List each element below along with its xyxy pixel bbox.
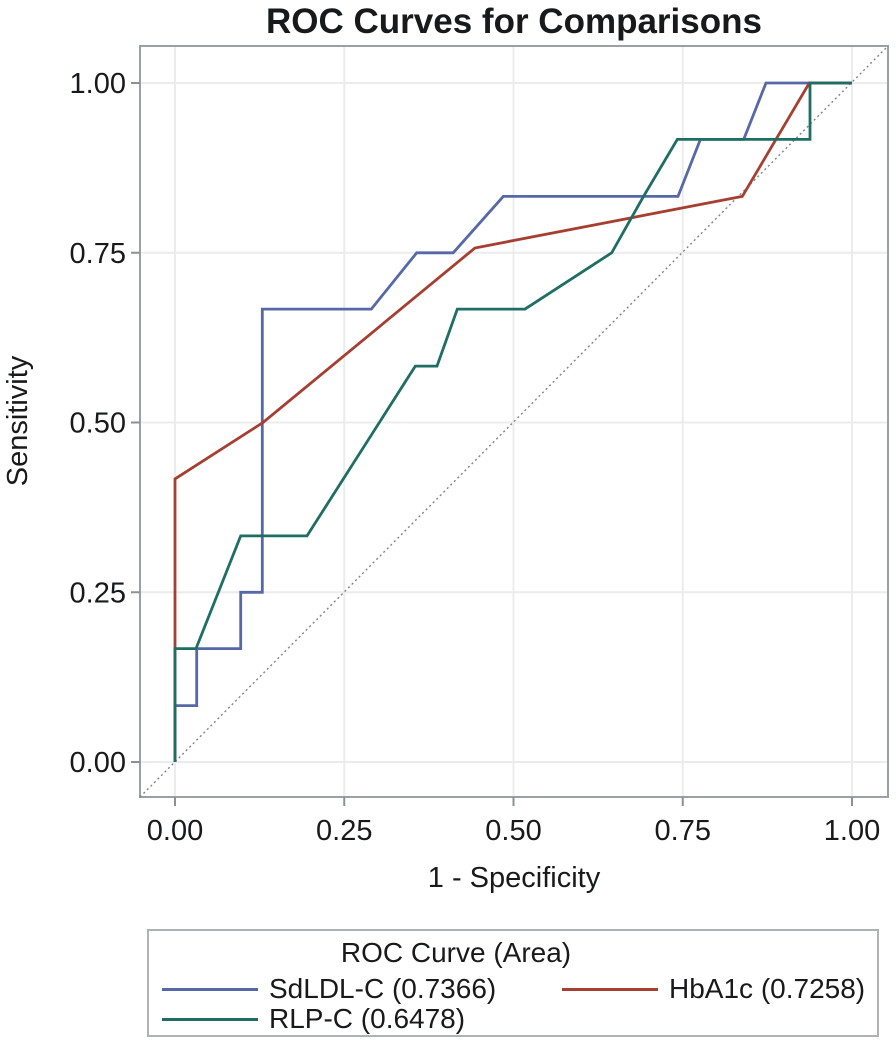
x-tick-label: 0.25 [316,815,372,847]
legend-title: ROC Curve (Area) [340,937,572,968]
legend-line-sample [162,987,258,991]
legend-entry-hba1c: HbA1c (0.7258) [562,974,865,1004]
legend-entry-sdldl-c: SdLDL-C (0.7366) [162,974,496,1004]
y-tick-label: 0.00 [70,747,126,779]
x-tick-label: 0.75 [655,815,711,847]
y-axis-label: Sensitivity [2,355,34,486]
roc-curve-rlp-c [173,81,852,762]
x-tick-label: 0.00 [147,815,203,847]
legend: ROC Curve (Area) SdLDL-C (0.7366) HbA1c … [147,929,879,1037]
legend-entry-label: RLP-C (0.6478) [269,1003,466,1034]
y-tick-label: 0.50 [70,408,126,440]
legend-entry-label: HbA1c (0.7258) [669,973,866,1004]
chart-title: ROC Curves for Comparisons [266,2,762,41]
y-tick-label: 0.75 [70,238,126,270]
legend-line-sample [562,987,658,991]
x-tick-label: 1.00 [824,815,880,847]
y-tick-label: 0.25 [70,577,126,609]
reference-diagonal [139,45,889,798]
x-axis-label: 1 - Specificity [427,862,601,894]
legend-line-sample [162,1017,258,1021]
roc-plot: Sensitivity 0.00 0.25 0.50 0.75 1.00 0.00 0.25… [2,45,889,847]
legend-entry-label: SdLDL-C (0.7366) [269,973,497,1004]
y-tick-label: 1.00 [70,68,126,100]
x-tick-label: 0.50 [485,815,541,847]
legend-entry-rlp-c: RLP-C (0.6478) [162,1004,465,1034]
